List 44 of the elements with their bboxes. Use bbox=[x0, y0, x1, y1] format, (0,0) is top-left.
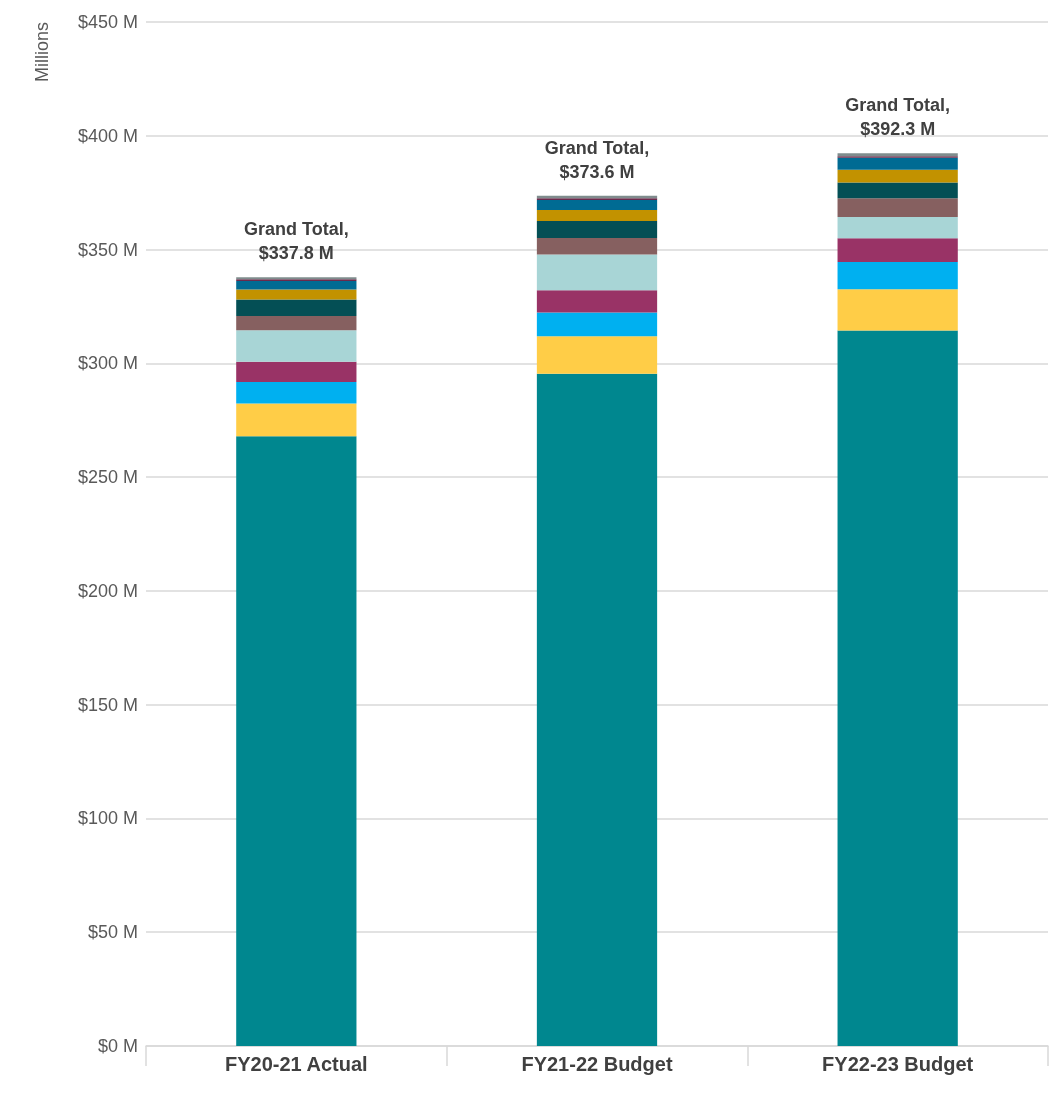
y-tick-label: $150 M bbox=[77, 694, 138, 715]
bar bbox=[536, 312, 658, 337]
bar bbox=[536, 254, 658, 291]
bar bbox=[837, 217, 958, 239]
bar bbox=[536, 199, 658, 210]
x-tick-label: FY20-21 Actual bbox=[225, 1053, 368, 1075]
y-tick-label: $0 M bbox=[97, 1036, 138, 1056]
x-tick-label: FY21-22 Budget bbox=[521, 1053, 673, 1075]
bar bbox=[536, 290, 658, 313]
y-tick-label: $400 M bbox=[77, 125, 138, 146]
y-axis-title: Millions bbox=[32, 22, 52, 83]
total-label: Grand Total, $373.6 M bbox=[544, 137, 650, 182]
y-tick-label: $300 M bbox=[77, 353, 138, 374]
bar bbox=[536, 209, 658, 221]
bar bbox=[837, 182, 958, 199]
bar bbox=[536, 373, 658, 1046]
bar bbox=[236, 361, 357, 382]
bar bbox=[837, 262, 958, 290]
bar bbox=[837, 238, 958, 263]
bar bbox=[837, 198, 958, 218]
bar bbox=[536, 336, 658, 374]
bar bbox=[837, 169, 958, 183]
bar bbox=[536, 237, 658, 255]
bar bbox=[837, 289, 958, 331]
y-tick-label: $250 M bbox=[77, 467, 138, 488]
bar bbox=[536, 220, 658, 238]
x-tick-label: FY22-23 Budget bbox=[822, 1053, 974, 1075]
bar bbox=[236, 436, 357, 1046]
bar bbox=[236, 316, 357, 331]
bar bbox=[236, 289, 357, 300]
bar bbox=[236, 381, 357, 404]
bar bbox=[837, 157, 958, 170]
bar bbox=[236, 403, 357, 437]
y-tick-label: $100 M bbox=[77, 808, 138, 829]
total-label: Grand Total, $392.3 M bbox=[845, 95, 950, 140]
bar bbox=[236, 299, 357, 316]
y-tick-label: $450 M bbox=[77, 12, 138, 32]
bar bbox=[236, 280, 357, 290]
bar bbox=[236, 330, 357, 362]
y-tick-label: $50 M bbox=[87, 922, 138, 943]
total-label: Grand Total, $337.8 M bbox=[244, 219, 349, 264]
y-tick-label: $350 M bbox=[77, 239, 138, 260]
y-tick-label: $200 M bbox=[77, 580, 138, 601]
bar bbox=[837, 330, 958, 1046]
